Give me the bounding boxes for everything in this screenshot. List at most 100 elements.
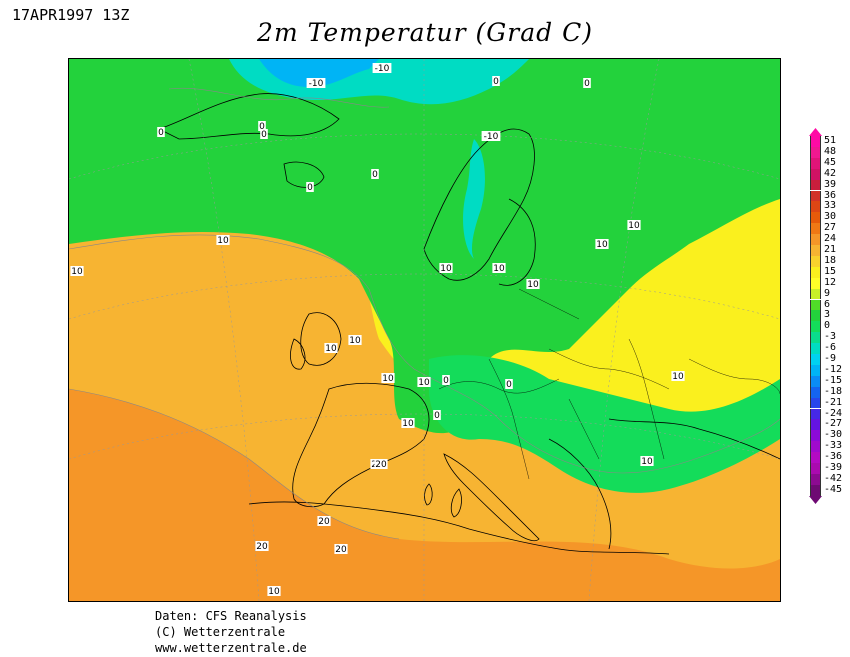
contour-label-bg	[595, 239, 609, 249]
legend-swatch	[810, 146, 821, 158]
contour-label: 0	[307, 183, 313, 193]
legend-label: -24	[824, 407, 843, 419]
legend-swatch	[810, 419, 821, 431]
legend-label: 42	[824, 167, 837, 179]
contour-label: 10	[71, 267, 83, 277]
legend-swatch	[810, 321, 821, 333]
contour-label: 20	[318, 517, 330, 527]
coastlines	[157, 93, 780, 555]
color-legend: 51 48 45 42 39 36 33 30 27 24 21 18 15 12 9 6 3 0 -3 -6 -9 -1…	[809, 128, 850, 530]
contour-label: 0	[261, 130, 267, 140]
contour-label-bg	[627, 220, 641, 230]
website-link[interactable]: www.wetterzentrale.de	[155, 641, 307, 655]
contour-label-bg	[433, 410, 441, 420]
legend-swatch	[810, 288, 821, 300]
legend-label: 21	[824, 244, 837, 255]
legend-swatch	[810, 343, 821, 354]
contour-label: -10	[484, 132, 499, 142]
legend-swatch	[810, 452, 821, 463]
legend-label: 0	[824, 320, 831, 332]
legend-label: -3	[824, 331, 837, 343]
legend-label: -18	[824, 385, 843, 397]
legend-label: -21	[824, 396, 843, 408]
contour-label-bg	[417, 377, 431, 387]
contour-label: 0	[158, 128, 164, 138]
contour-label-bg	[372, 63, 392, 73]
contour-label-bg	[439, 263, 453, 273]
contour-label: 0	[372, 170, 378, 180]
legend-swatch	[810, 277, 821, 289]
legend-swatch	[810, 190, 821, 202]
legend-swatch	[810, 364, 821, 376]
legend-label: 15	[824, 265, 837, 277]
legend-swatch	[810, 441, 821, 453]
contour-label: 0	[259, 122, 265, 132]
legend-swatch	[810, 136, 821, 147]
data-source: Daten: CFS Reanalysis	[155, 609, 307, 623]
contour-label: 20	[375, 460, 387, 470]
contour-label: 10	[440, 264, 452, 274]
legend-bottom-arrow	[809, 495, 822, 504]
contour-label: 10	[382, 374, 394, 384]
contour-label: 10	[672, 372, 684, 382]
contour-label-bg	[371, 169, 379, 179]
legend-label: 27	[824, 222, 837, 234]
legend-label: 51	[824, 135, 837, 146]
contour-label-bg	[70, 266, 84, 276]
legend-swatch	[810, 157, 821, 169]
legend-swatch	[810, 168, 821, 180]
valid-time: 17APR1997 13Z	[12, 6, 130, 24]
contour-label: 20	[256, 542, 268, 552]
contour-label-bg	[348, 335, 362, 345]
legend-swatch	[810, 430, 821, 442]
legend-label: 18	[824, 254, 837, 266]
legend-label: -27	[824, 418, 843, 430]
contour-label-bg	[324, 343, 338, 353]
contour-label: 10	[418, 378, 430, 388]
legend-swatch	[810, 354, 821, 365]
map-title: 2m Temperatur (Grad C)	[257, 18, 593, 47]
contour-label-bg	[526, 279, 540, 289]
legend-label: -33	[824, 440, 843, 452]
contour-label: 0	[584, 79, 590, 89]
isotherms	[69, 87, 780, 540]
graticule	[69, 59, 780, 601]
legend-swatch	[810, 408, 821, 420]
contour-label-bg	[258, 121, 266, 131]
legend-swatch	[810, 386, 821, 398]
contour-label: 0	[493, 77, 499, 87]
legend-swatch	[810, 473, 821, 485]
legend-swatch	[810, 255, 821, 267]
contour-label-bg	[157, 127, 165, 137]
contour-label-bg	[583, 78, 591, 88]
contour-label-bg	[640, 456, 654, 466]
contour-label: 20	[335, 545, 347, 555]
very-cold-zone	[259, 59, 379, 87]
legend-label: -36	[824, 451, 843, 463]
contour-label-bg	[334, 544, 348, 554]
contour-label-bg	[442, 375, 450, 385]
legend-label: 36	[824, 189, 837, 201]
legend-label: 12	[824, 276, 837, 288]
contour-label: 10	[596, 240, 608, 250]
contour-label-bg	[267, 586, 281, 596]
legend-label: 30	[824, 211, 837, 223]
contour-label-bg	[306, 182, 314, 192]
legend-swatch	[810, 299, 821, 311]
hot-zone	[69, 389, 780, 601]
contour-label: 10	[527, 280, 539, 290]
contour-label: 10	[268, 587, 280, 597]
contour-label-bg	[381, 373, 395, 383]
contour-label-bg	[401, 418, 415, 428]
contour-label-bg	[260, 129, 268, 139]
contour-label-bg	[374, 459, 388, 469]
cool-central-zone	[429, 355, 780, 493]
contour-label: 10	[349, 336, 361, 346]
legend-label: -45	[824, 483, 843, 495]
legend-top-arrow	[809, 128, 822, 136]
legend-swatch	[810, 484, 821, 496]
legend-label: 48	[824, 145, 837, 157]
contour-label: 0	[434, 411, 440, 421]
contour-label: -10	[375, 64, 390, 74]
